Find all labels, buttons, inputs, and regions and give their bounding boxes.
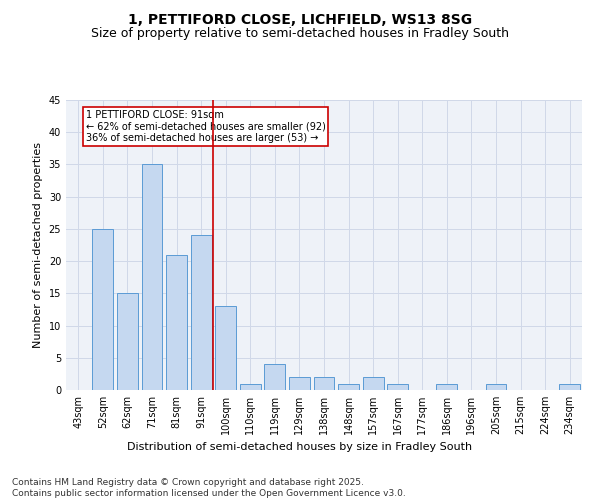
- Bar: [117, 294, 138, 390]
- Text: 1, PETTIFORD CLOSE, LICHFIELD, WS13 8SG: 1, PETTIFORD CLOSE, LICHFIELD, WS13 8SG: [128, 12, 472, 26]
- Text: Distribution of semi-detached houses by size in Fradley South: Distribution of semi-detached houses by …: [127, 442, 473, 452]
- Bar: [191, 236, 212, 390]
- Text: 1 PETTIFORD CLOSE: 91sqm
← 62% of semi-detached houses are smaller (92)
36% of s: 1 PETTIFORD CLOSE: 91sqm ← 62% of semi-d…: [86, 110, 326, 143]
- Bar: [92, 229, 113, 390]
- Bar: [289, 377, 310, 390]
- Bar: [265, 364, 286, 390]
- Bar: [142, 164, 163, 390]
- Bar: [215, 306, 236, 390]
- Bar: [362, 377, 383, 390]
- Bar: [338, 384, 359, 390]
- Bar: [559, 384, 580, 390]
- Bar: [436, 384, 457, 390]
- Bar: [314, 377, 334, 390]
- Bar: [240, 384, 261, 390]
- Bar: [166, 254, 187, 390]
- Text: Contains HM Land Registry data © Crown copyright and database right 2025.
Contai: Contains HM Land Registry data © Crown c…: [12, 478, 406, 498]
- Y-axis label: Number of semi-detached properties: Number of semi-detached properties: [33, 142, 43, 348]
- Text: Size of property relative to semi-detached houses in Fradley South: Size of property relative to semi-detach…: [91, 28, 509, 40]
- Bar: [387, 384, 408, 390]
- Bar: [485, 384, 506, 390]
